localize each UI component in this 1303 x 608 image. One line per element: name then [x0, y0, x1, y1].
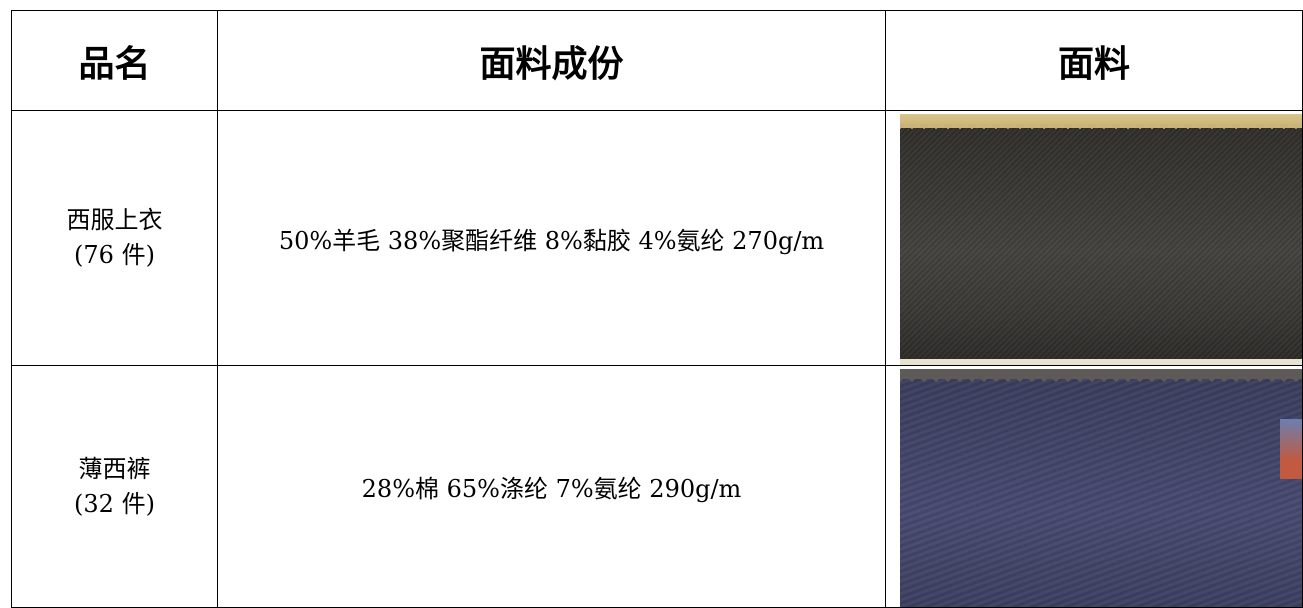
table-row: 薄西裤 (32 件) 28%棉 65%涤纶 7%氨纶 290g/m [11, 365, 1303, 608]
table-row: 西服上衣 (76 件) 50%羊毛 38%聚酯纤维 8%黏胶 4%氨纶 270g… [11, 110, 1303, 366]
composition-cell: 50%羊毛 38%聚酯纤维 8%黏胶 4%氨纶 270g/m [217, 110, 886, 366]
header-product-name: 品名 [11, 10, 218, 111]
header-fabric-composition: 面料成份 [217, 10, 886, 111]
product-name-cell: 西服上衣 (76 件) [11, 110, 218, 366]
product-name-cell: 薄西裤 (32 件) [11, 365, 218, 608]
table-header-row: 品名 面料成份 面料 [11, 10, 1303, 111]
fabric-swatch-image [900, 369, 1302, 607]
pinked-edge [900, 377, 1302, 387]
fabric-image-cell [885, 365, 1303, 608]
header-fabric: 面料 [885, 10, 1303, 111]
product-name: 薄西裤 [78, 454, 151, 483]
product-quantity: (32 件) [74, 489, 155, 518]
product-name: 西服上衣 [66, 206, 163, 235]
product-quantity: (76 件) [74, 241, 155, 269]
fabric-spec-table: 品名 面料成份 面料 西服上衣 (76 件) 50%羊毛 38%聚酯纤维 8%黏… [11, 10, 1303, 608]
swatch-bottom-edge [900, 359, 1302, 365]
fabric-image-cell [885, 110, 1303, 366]
swatch-top-edge [900, 369, 1302, 379]
pinked-edge [900, 124, 1302, 134]
composition-cell: 28%棉 65%涤纶 7%氨纶 290g/m [217, 365, 886, 608]
fabric-swatch-image [900, 114, 1302, 365]
swatch-corner [1280, 419, 1302, 479]
